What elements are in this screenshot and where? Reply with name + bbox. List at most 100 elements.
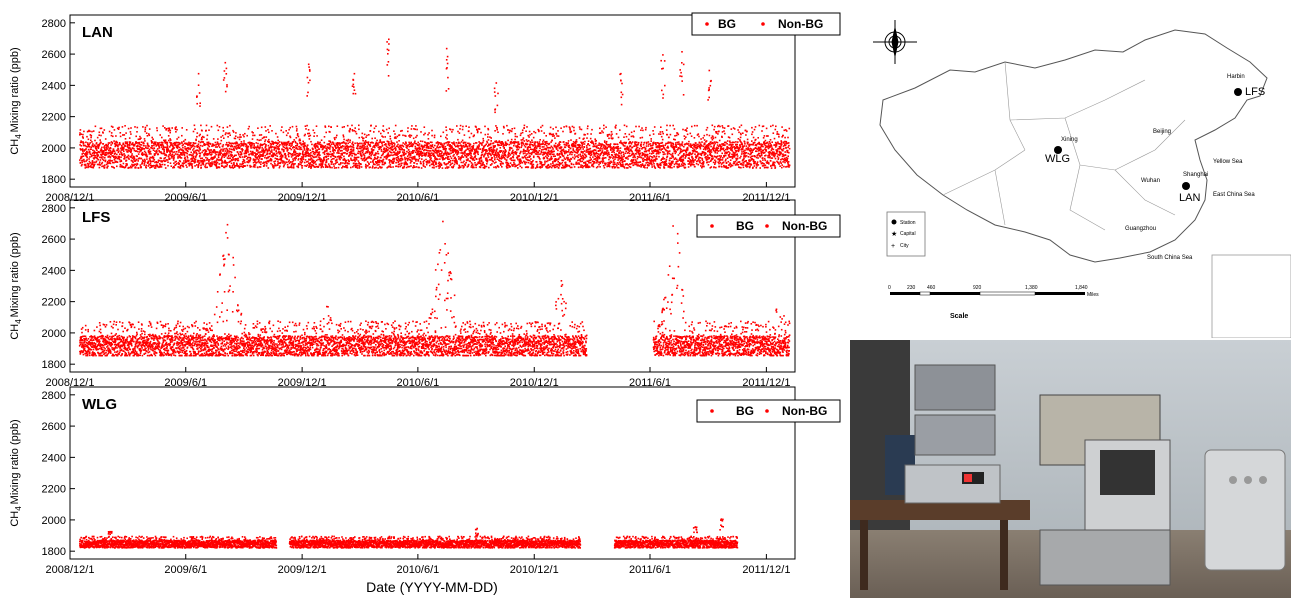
lan-data-point bbox=[349, 128, 351, 131]
lan-data-point bbox=[252, 165, 255, 168]
lan-data-point bbox=[118, 158, 121, 161]
lan-data-point bbox=[582, 158, 585, 161]
lan-data-point bbox=[486, 159, 489, 162]
lan-data-point bbox=[175, 141, 178, 144]
lan-data-point bbox=[125, 142, 127, 144]
lan-data-point bbox=[191, 144, 194, 146]
lan-data-point bbox=[311, 154, 313, 157]
lan-data-point bbox=[607, 164, 609, 166]
lan-data-point bbox=[257, 158, 260, 161]
lan-data-point bbox=[592, 165, 595, 168]
lan-data-point bbox=[214, 163, 216, 166]
lan-data-point bbox=[291, 142, 293, 145]
lan-data-point bbox=[250, 165, 252, 168]
lan-data-point bbox=[369, 130, 372, 132]
lan-data-point bbox=[315, 142, 317, 145]
lan-data-point bbox=[278, 151, 280, 153]
lan-data-point bbox=[254, 156, 257, 158]
lan-data-point bbox=[516, 135, 518, 138]
lan-data-point bbox=[92, 149, 94, 152]
lan-data-point bbox=[436, 145, 439, 147]
lan-data-point bbox=[293, 163, 295, 166]
lan-data-point bbox=[140, 137, 142, 139]
lan-data-point bbox=[377, 150, 379, 153]
lan-data-point bbox=[89, 166, 92, 168]
lan-data-point bbox=[387, 152, 390, 154]
lan-data-point bbox=[290, 156, 293, 158]
lan-data-point bbox=[439, 166, 441, 168]
lan-data-point bbox=[170, 165, 173, 167]
lan-data-point bbox=[195, 154, 198, 157]
lan-data-point bbox=[324, 146, 326, 149]
lan-data-point bbox=[87, 148, 90, 151]
lan-data-point bbox=[331, 143, 333, 145]
lan-data-point bbox=[300, 161, 303, 164]
lan-data-point bbox=[461, 147, 463, 149]
lan-data-point bbox=[255, 142, 258, 144]
lan-data-point bbox=[259, 166, 262, 168]
lan-data-point bbox=[147, 147, 149, 149]
lan-data-point bbox=[263, 162, 265, 164]
lan-data-point bbox=[197, 143, 200, 145]
lan-data-point bbox=[292, 167, 295, 169]
lan-data-point bbox=[543, 163, 546, 166]
lan-data-point bbox=[435, 165, 437, 168]
lan-data-point bbox=[187, 148, 190, 150]
lan-data-point bbox=[466, 146, 469, 148]
lan-data-point bbox=[294, 157, 296, 159]
lan-data-point bbox=[357, 156, 360, 159]
lan-data-point bbox=[401, 162, 403, 165]
lan-data-point bbox=[420, 150, 423, 153]
lan-data-point bbox=[114, 152, 116, 154]
lan-data-point bbox=[165, 146, 167, 149]
lan-data-point bbox=[143, 153, 145, 156]
lan-data-point bbox=[387, 146, 389, 149]
lan-data-point bbox=[393, 130, 395, 132]
lan-data-point bbox=[85, 152, 87, 154]
lan-data-point bbox=[299, 147, 301, 150]
lan-data-point bbox=[590, 161, 592, 164]
lan-data-point bbox=[558, 142, 560, 144]
lan-data-point bbox=[232, 167, 235, 169]
lan-data-point bbox=[505, 155, 507, 157]
lan-data-point bbox=[414, 145, 417, 148]
lan-data-point bbox=[549, 126, 552, 129]
lan-data-point bbox=[361, 132, 364, 135]
lan-data-point bbox=[270, 146, 273, 149]
lan-data-point bbox=[380, 132, 382, 135]
lan-data-point bbox=[168, 128, 171, 131]
lan-data-point bbox=[480, 131, 482, 134]
lan-data-point bbox=[319, 164, 321, 166]
lan-data-point bbox=[223, 137, 225, 139]
lan-data-point bbox=[266, 160, 269, 163]
lan-data-point bbox=[132, 161, 134, 163]
lan-data-point bbox=[215, 161, 217, 164]
lan-data-point bbox=[85, 153, 88, 156]
lan-data-point bbox=[189, 143, 191, 146]
lan-data-point bbox=[102, 156, 104, 158]
lan-data-point bbox=[283, 150, 285, 152]
lan-data-point bbox=[606, 135, 609, 137]
lan-data-point bbox=[388, 147, 390, 150]
lan-data-point bbox=[585, 151, 588, 153]
lan-data-point bbox=[559, 141, 562, 143]
lan-data-point bbox=[347, 149, 349, 152]
lan-data-point bbox=[431, 166, 434, 169]
lan-data-point bbox=[209, 153, 211, 156]
lan-data-point bbox=[102, 143, 105, 145]
lan-data-point bbox=[296, 147, 298, 150]
lan-data-point bbox=[103, 151, 105, 154]
lan-data-point bbox=[550, 163, 552, 165]
lan-data-point bbox=[294, 163, 296, 165]
lan-data-point bbox=[186, 152, 188, 155]
lan-data-point bbox=[509, 162, 512, 164]
lan-data-point bbox=[81, 163, 83, 166]
lan-data-point bbox=[248, 156, 250, 159]
lan-data-point bbox=[106, 144, 109, 147]
lan-data-point bbox=[245, 149, 248, 151]
lan-data-point bbox=[169, 157, 171, 160]
lan-data-point bbox=[473, 134, 475, 136]
lan-data-point bbox=[136, 126, 139, 129]
lan-data-point bbox=[219, 153, 221, 155]
lan-data-point bbox=[122, 162, 125, 165]
